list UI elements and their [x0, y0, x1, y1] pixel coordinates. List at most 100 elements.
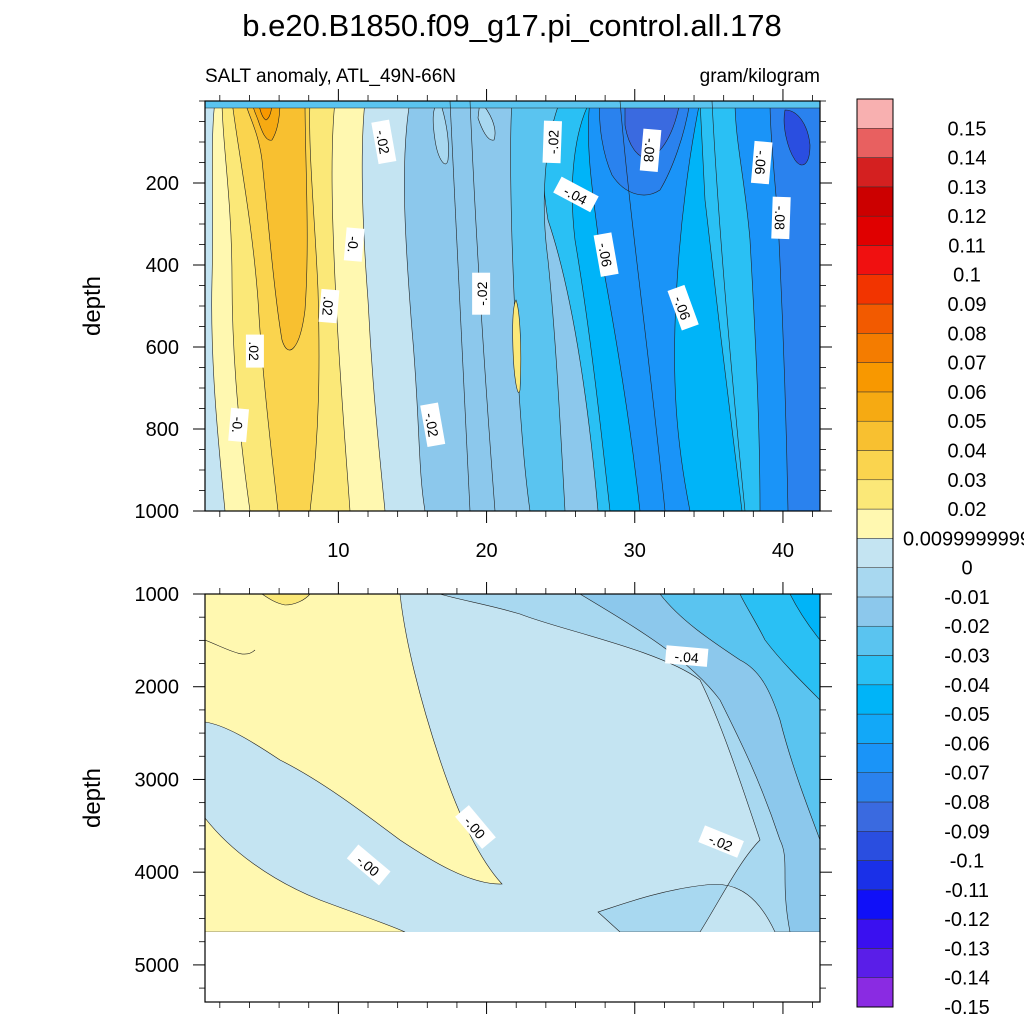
- upper-y-tick-label: 600: [146, 337, 179, 359]
- colorbar-swatch: [856, 889, 894, 920]
- colorbar-label: 0.0099999999: [903, 528, 1024, 550]
- colorbar-label: 0.02: [948, 499, 987, 521]
- colorbar-swatch: [856, 684, 894, 715]
- upper-region-top-blue-bumps-2: [477, 101, 496, 141]
- contour-label-box: [553, 176, 599, 213]
- colorbar-label: -0.14: [944, 968, 990, 990]
- colorbar-swatch: [856, 245, 894, 275]
- contour-label-box: [245, 334, 264, 368]
- contour-label-box: [665, 645, 709, 667]
- upper-region-top-blue-bumps: [432, 101, 449, 165]
- lower-y-tick-label: 1000: [135, 584, 180, 606]
- lower-y-axis-label: depth: [79, 768, 106, 828]
- lower-region-p001b: [205, 817, 406, 932]
- contour-label-box: [228, 407, 250, 443]
- upper-contour-label-0: -.02: [371, 119, 397, 165]
- colorbar-label: 0.06: [948, 382, 987, 404]
- lower-panel: 1000 2000 3000 4000 5000 -.04-.00-.00-.02 de…: [79, 582, 832, 1014]
- lower-contour-fill: [205, 594, 820, 932]
- upper-y-tick-label: 400: [146, 255, 179, 277]
- upper-region-p005: [251, 101, 281, 141]
- contour-label-box: [698, 825, 744, 858]
- colorbar-label: -0.09: [944, 821, 990, 843]
- colorbar-swatch: [856, 918, 894, 949]
- colorbar-label: -0.05: [944, 704, 990, 726]
- contour-label-box: [593, 232, 619, 277]
- upper-region-m007: [588, 101, 701, 511]
- upper-y-axis-label: depth: [79, 276, 106, 336]
- upper-contour-label-3: -.06: [750, 140, 773, 185]
- chart-title: b.e20.B1850.f09_g17.pi_control.all.178: [242, 8, 782, 43]
- upper-region-m011: [783, 109, 811, 166]
- colorbar-swatch: [856, 860, 894, 891]
- colorbar-label: -0.1: [950, 851, 984, 873]
- colorbar-swatch: [856, 596, 894, 627]
- upper-contour-labels: -.02 -.02 -.08 -.06-.04-.08-.06-0.-.02.02 -.…: [228, 119, 791, 447]
- colorbar-swatch: [856, 538, 894, 568]
- colorbar-swatch: [856, 157, 894, 188]
- contour-label-text: -.06: [671, 294, 694, 322]
- colorbar-label: -0.11: [945, 880, 989, 902]
- contour-label-text: -.02: [373, 129, 393, 156]
- colorbar-swatch: [856, 303, 894, 334]
- contour-label-text: -0.: [229, 416, 246, 434]
- upper-contour-label-5: -.08: [771, 196, 791, 240]
- colorbar-swatch: [856, 831, 894, 861]
- colorbar-label: 0.05: [948, 411, 987, 433]
- lower-y-tick-label: 5000: [135, 955, 180, 977]
- upper-y-tick-label: 800: [146, 419, 179, 441]
- lower-axis-ticks: 1000 2000 3000 4000 5000: [135, 582, 832, 1014]
- contour-label-box: [472, 272, 491, 315]
- contour-label-text: -.08: [641, 137, 659, 163]
- colorbar-swatch: [856, 772, 894, 803]
- upper-y-tick-label: 1000: [135, 501, 180, 523]
- colorbar-swatch: [856, 625, 894, 656]
- colorbar-label: 0.07: [948, 353, 987, 375]
- colorbar-swatch: [856, 567, 894, 598]
- colorbar-swatch: [856, 420, 894, 451]
- colorbar-swatch: [856, 391, 894, 422]
- contour-label-text: -.06: [752, 150, 770, 176]
- contour-label-text: -.02: [422, 412, 442, 439]
- upper-contour-label-13: -0.: [228, 407, 250, 443]
- upper-contour-label-1: -.02: [542, 120, 562, 164]
- upper-contour-label-8: -.02: [472, 272, 491, 315]
- colorbar-label: -0.01: [944, 587, 990, 609]
- lower-region-m006: [789, 594, 820, 641]
- colorbar-label: -0.07: [944, 763, 990, 785]
- colorbar-swatch: [856, 362, 894, 393]
- colorbar-swatch: [856, 128, 894, 158]
- contour-label-text: .02: [246, 341, 262, 361]
- lower-plot-frame: [204, 593, 821, 1003]
- colorbar-swatch: [856, 713, 894, 744]
- lower-contour-line-1: [205, 639, 256, 655]
- colorbar-swatch: [856, 450, 894, 481]
- lower-region-p001: [205, 594, 503, 885]
- upper-panel: 10 20 30 40 200 400 600 800 1000 -.02 -.02 -.08 -.0…: [79, 89, 832, 562]
- contour-label-box: [771, 196, 791, 240]
- contour-label-text: -.02: [474, 281, 490, 305]
- colorbar-frame: [856, 98, 894, 1008]
- colorbar-label: 0.04: [948, 440, 987, 462]
- upper-region-p004: [244, 101, 308, 351]
- upper-contour-line-3: [619, 101, 666, 511]
- upper-x-tick-label: 40: [772, 540, 794, 562]
- contour-label-box: [750, 140, 773, 185]
- contour-label-text: -.04: [674, 648, 700, 666]
- upper-contour-label-6: -.06: [593, 232, 619, 277]
- colorbar-swatch: [856, 98, 894, 129]
- colorbar-label: 0.11: [948, 235, 985, 257]
- lower-y-tick-label: 2000: [135, 677, 180, 699]
- colorbar-label: 0.08: [948, 323, 987, 345]
- lower-region-m003: [579, 594, 820, 932]
- chart-subtitle-right: gram/kilogram: [700, 66, 820, 87]
- colorbar-label: -0.08: [944, 792, 990, 814]
- upper-x-tick-label: 30: [624, 540, 646, 562]
- contour-label-box: [371, 119, 397, 165]
- colorbar-label: 0.13: [948, 177, 987, 199]
- upper-x-tick-label: 10: [327, 540, 349, 562]
- upper-contour-label-2: -.08: [639, 128, 662, 172]
- colorbar-swatch: [856, 801, 894, 832]
- colorbar-label: -0.06: [944, 733, 990, 755]
